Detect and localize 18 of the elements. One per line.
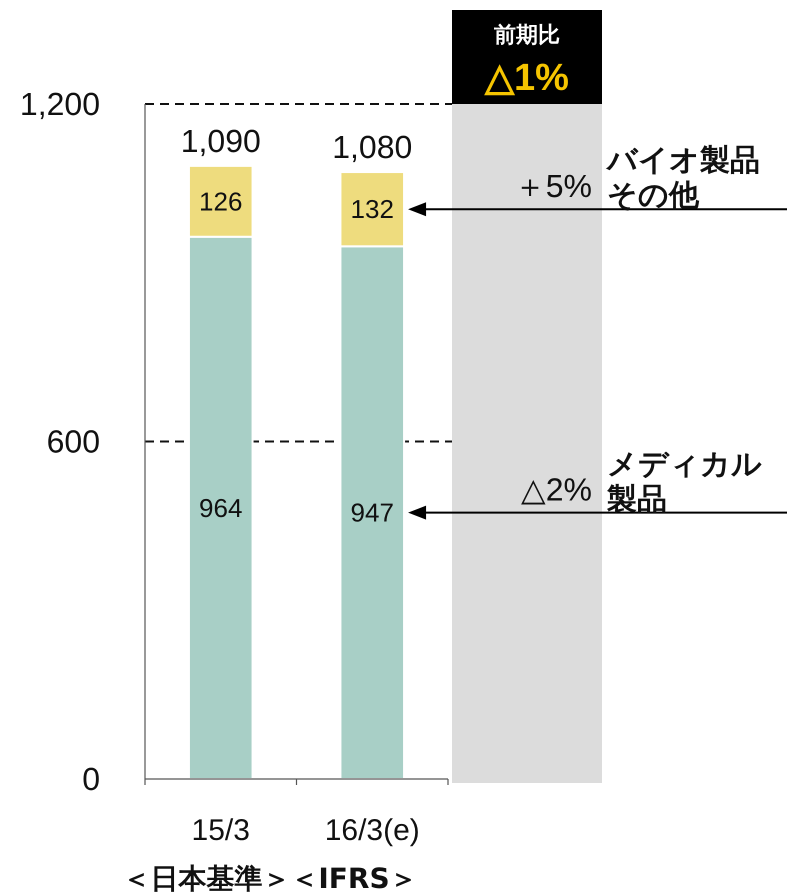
y-tick-label: 600 (46, 424, 100, 460)
total-label: 1,080 (332, 129, 412, 166)
data-label: 947 (350, 498, 394, 528)
y-tick-label: 1,200 (20, 86, 100, 122)
text: 前期比 (493, 22, 560, 47)
text: バイオ製品その他 (607, 143, 761, 214)
data-label: 132 (350, 194, 394, 224)
text: △2% (520, 472, 592, 508)
text: △1% (484, 57, 569, 99)
text: ＜日本基準＞＜IFRS＞ (122, 862, 418, 895)
data-label: 126 (199, 186, 242, 216)
text: ＋5% (514, 168, 592, 204)
x-tick-label: 16/3(e) (324, 814, 420, 847)
y-tick-label: 0 (82, 761, 100, 797)
total-label: 1,090 (180, 122, 261, 159)
x-tick-label: 15/3 (192, 814, 250, 847)
data-label: 964 (199, 492, 242, 523)
text: メディカル製品 (607, 446, 763, 517)
